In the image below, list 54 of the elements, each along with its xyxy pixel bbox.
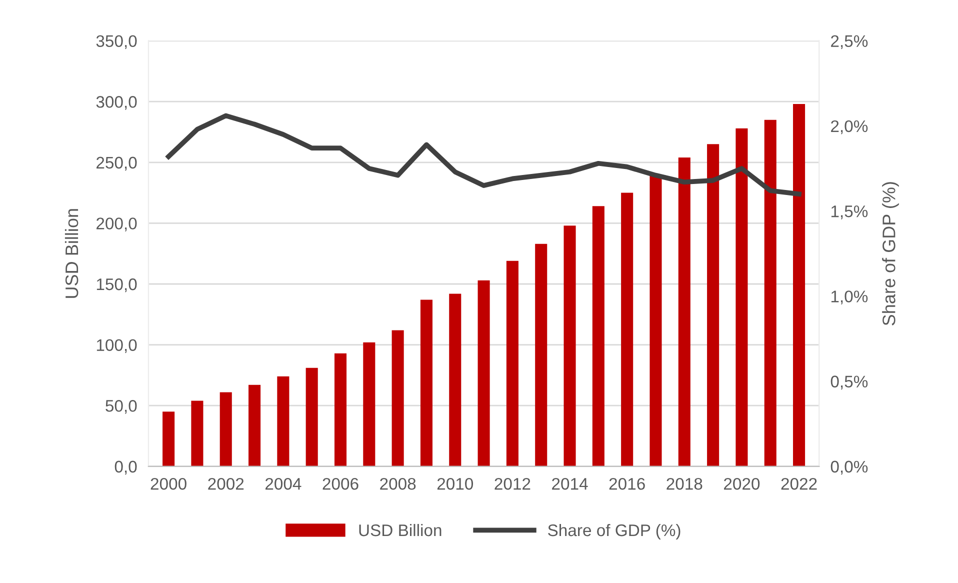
bar xyxy=(334,353,347,466)
x-tick-label: 2004 xyxy=(265,478,302,490)
x-tick-label: 2022 xyxy=(781,478,817,490)
x-tick-label: 2014 xyxy=(552,478,588,490)
bar xyxy=(707,144,720,466)
x-tick-label: 2016 xyxy=(609,478,645,490)
bar xyxy=(449,294,462,466)
bar xyxy=(506,260,518,466)
y2-tick-label: 2,0% xyxy=(831,120,868,134)
y-tick-label: 250,0 xyxy=(96,156,137,171)
x-tick-label: 2008 xyxy=(380,478,416,490)
x-tick-label: 2000 xyxy=(150,478,186,490)
y-tick-label: 50,0 xyxy=(106,400,137,414)
bar xyxy=(478,280,490,466)
bar xyxy=(392,330,404,466)
y-tick-label: 150,0 xyxy=(96,278,137,292)
line-series xyxy=(166,113,802,196)
x-tick-label: 2006 xyxy=(322,478,358,490)
bar xyxy=(220,392,232,466)
y2-tick-label: 1,5% xyxy=(831,206,868,220)
bar xyxy=(162,412,175,466)
bar xyxy=(736,128,748,466)
bar xyxy=(535,244,548,466)
x-tick-label: 2002 xyxy=(208,478,244,490)
y-tick-label: 300,0 xyxy=(96,96,137,110)
bar xyxy=(621,192,634,466)
bar xyxy=(420,300,432,466)
bar xyxy=(306,368,318,466)
y2-tick-label: 1,0% xyxy=(831,290,868,304)
x-tick-label: 2010 xyxy=(437,478,474,490)
y-axis-title: USD Billion xyxy=(64,209,78,298)
y-tick-label: 100,0 xyxy=(96,339,137,353)
x-tick-label: 2020 xyxy=(724,478,760,490)
bar xyxy=(277,376,290,466)
legend-label: Share of GDP (%) xyxy=(548,524,680,540)
bar xyxy=(793,104,806,466)
x-tick-label: 2012 xyxy=(494,478,530,490)
y2-tick-label: 2,5% xyxy=(831,35,868,49)
bar xyxy=(592,206,604,466)
bar xyxy=(650,174,662,466)
y-tick-label: 200,0 xyxy=(96,218,137,232)
y-tick-label: 350,0 xyxy=(96,35,137,49)
bar xyxy=(564,226,576,466)
legend-label: USD Billion xyxy=(359,524,442,536)
y2-tick-label: 0,5% xyxy=(830,376,868,390)
bar xyxy=(191,400,204,466)
bar xyxy=(764,120,776,466)
x-tick-label: 2018 xyxy=(666,478,702,490)
y2-tick-label: 0,0% xyxy=(830,460,868,475)
bar xyxy=(363,342,376,466)
bar xyxy=(678,158,690,466)
y-tick-label: 0,0 xyxy=(114,460,137,475)
y2-axis-title: Share of GDP (%) xyxy=(882,182,899,326)
bar xyxy=(248,384,261,466)
